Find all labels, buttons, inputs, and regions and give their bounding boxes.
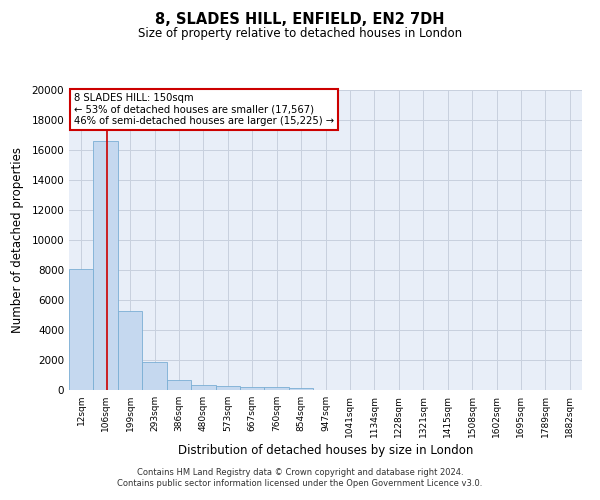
Bar: [215, 386, 240, 390]
Bar: [167, 380, 191, 390]
Bar: [94, 141, 118, 390]
Bar: [265, 388, 289, 390]
Bar: [118, 310, 142, 390]
Bar: [142, 362, 167, 390]
X-axis label: Distribution of detached houses by size in London: Distribution of detached houses by size …: [178, 444, 473, 457]
Text: Contains HM Land Registry data © Crown copyright and database right 2024.
Contai: Contains HM Land Registry data © Crown c…: [118, 468, 482, 487]
Text: 8, SLADES HILL, ENFIELD, EN2 7DH: 8, SLADES HILL, ENFIELD, EN2 7DH: [155, 12, 445, 28]
Bar: [289, 388, 313, 390]
Bar: [191, 385, 215, 390]
Bar: [69, 268, 94, 390]
Text: 8 SLADES HILL: 150sqm
← 53% of detached houses are smaller (17,567)
46% of semi-: 8 SLADES HILL: 150sqm ← 53% of detached …: [74, 93, 334, 126]
Bar: [240, 387, 265, 390]
Text: Size of property relative to detached houses in London: Size of property relative to detached ho…: [138, 28, 462, 40]
Y-axis label: Number of detached properties: Number of detached properties: [11, 147, 25, 333]
